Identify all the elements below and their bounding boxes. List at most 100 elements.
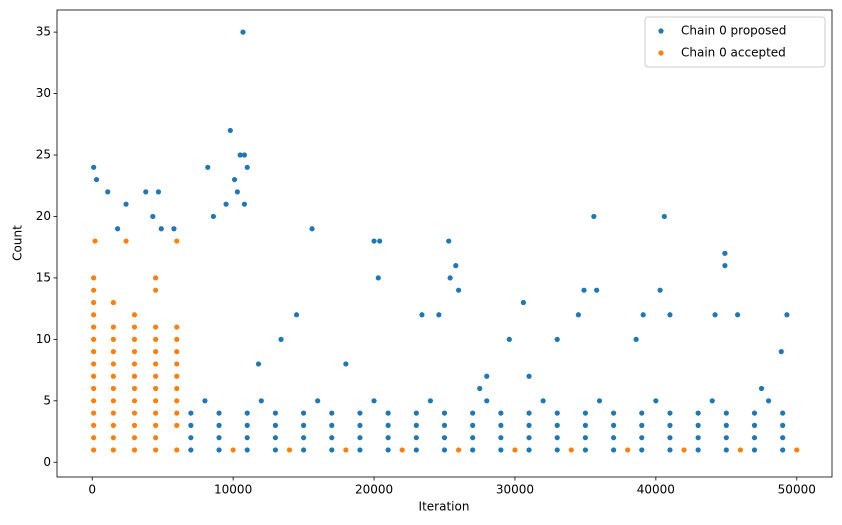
y-tick-label: 10	[36, 332, 51, 346]
point	[153, 287, 159, 293]
point	[153, 410, 159, 416]
point	[498, 447, 504, 453]
point	[751, 422, 758, 428]
point	[639, 435, 645, 441]
point	[758, 385, 765, 392]
point	[293, 312, 300, 318]
point	[639, 410, 645, 416]
point	[244, 435, 250, 441]
x-tick-label: 40000	[637, 483, 675, 497]
point	[216, 435, 222, 441]
point	[610, 422, 617, 428]
series	[91, 238, 800, 453]
point	[582, 447, 589, 453]
point	[216, 447, 222, 453]
point	[540, 398, 546, 404]
point	[110, 385, 116, 392]
point	[131, 361, 138, 367]
point	[91, 385, 97, 392]
point	[131, 410, 138, 416]
point	[241, 201, 248, 207]
point	[174, 398, 180, 404]
point	[526, 447, 532, 453]
point	[300, 447, 307, 453]
point	[244, 447, 250, 453]
point	[272, 447, 279, 453]
point	[174, 373, 180, 379]
point	[300, 410, 307, 416]
point	[709, 398, 715, 404]
point	[712, 312, 718, 318]
point	[110, 447, 116, 453]
point	[554, 435, 560, 441]
point	[110, 373, 116, 379]
point	[278, 336, 284, 342]
point	[657, 287, 663, 293]
point	[255, 361, 262, 367]
point	[554, 447, 560, 453]
point	[110, 299, 116, 306]
point	[210, 213, 217, 220]
point	[91, 324, 97, 330]
point	[110, 349, 116, 355]
point	[244, 422, 250, 428]
point	[413, 447, 419, 453]
point	[230, 447, 236, 453]
point	[594, 287, 600, 293]
x-tick-label: 10000	[214, 483, 252, 497]
point	[143, 189, 149, 195]
point	[446, 238, 452, 244]
point	[272, 410, 279, 416]
point	[734, 312, 741, 318]
point	[91, 287, 97, 293]
point	[751, 410, 758, 416]
point	[470, 435, 476, 441]
point	[441, 447, 448, 453]
point	[554, 422, 560, 428]
point	[640, 312, 646, 318]
point	[131, 435, 138, 441]
point	[329, 447, 335, 453]
point	[91, 398, 97, 404]
point	[582, 410, 589, 416]
point	[91, 312, 97, 318]
point	[155, 189, 162, 195]
point	[272, 435, 279, 441]
point	[520, 299, 527, 306]
point	[300, 435, 307, 441]
point	[477, 385, 483, 392]
point	[470, 447, 476, 453]
point	[436, 312, 442, 318]
point	[357, 422, 363, 428]
point	[413, 422, 419, 428]
point	[357, 410, 363, 416]
point	[695, 410, 701, 416]
point	[92, 238, 98, 244]
point	[110, 361, 116, 367]
point	[300, 422, 307, 428]
point	[91, 299, 97, 306]
point	[470, 422, 476, 428]
point	[272, 422, 279, 428]
point	[91, 410, 97, 416]
point	[722, 263, 728, 269]
point	[661, 213, 667, 220]
point	[506, 336, 512, 342]
point	[568, 447, 574, 453]
point	[794, 447, 800, 453]
point	[91, 336, 97, 342]
point	[512, 447, 518, 453]
point	[91, 422, 97, 428]
point	[484, 373, 490, 379]
x-tick-label: 0	[88, 483, 96, 497]
point	[667, 410, 673, 416]
point	[237, 152, 243, 158]
point	[258, 398, 264, 404]
point	[216, 422, 222, 428]
point	[413, 410, 419, 416]
point	[315, 398, 321, 404]
point	[188, 422, 194, 428]
point	[110, 435, 116, 441]
point	[153, 349, 159, 355]
point	[780, 435, 786, 441]
